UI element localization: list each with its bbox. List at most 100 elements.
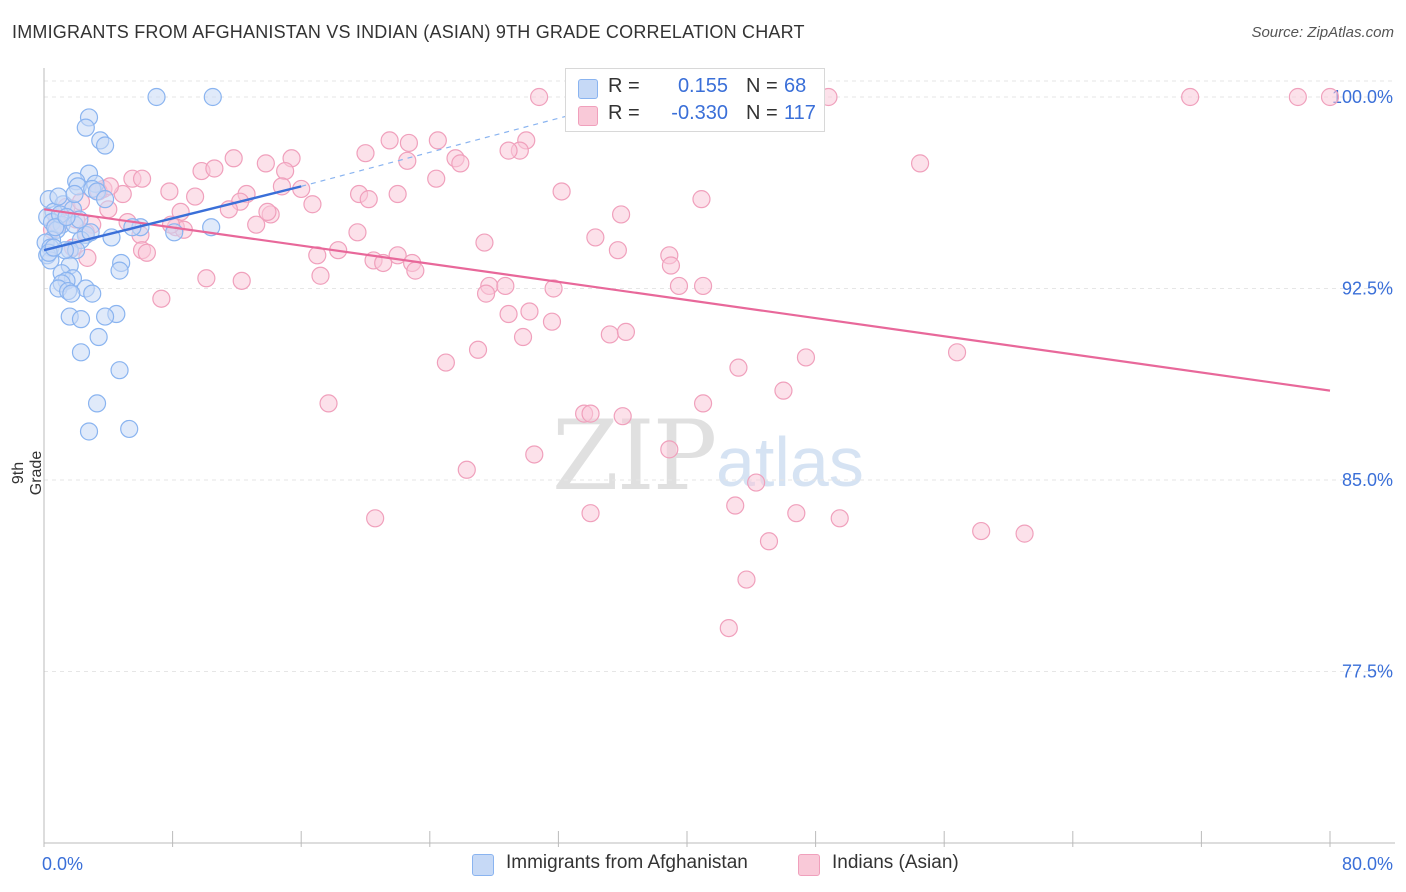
data-point [224, 149, 243, 168]
indians-swatch [798, 854, 820, 876]
data-point [530, 87, 549, 107]
data-point [65, 184, 84, 204]
data-point [276, 161, 295, 181]
data-point [95, 190, 115, 209]
trend-line-afghanistan-extension [301, 109, 591, 187]
data-point [398, 151, 417, 170]
chart-title: IMMIGRANTS FROM AFGHANISTAN VS INDIAN (A… [12, 22, 805, 42]
data-point [947, 343, 967, 362]
data-point [247, 215, 266, 234]
data-point [910, 154, 930, 173]
data-point [71, 343, 91, 362]
data-point [774, 381, 793, 400]
data-point [348, 223, 367, 242]
data-point [406, 261, 425, 280]
data-point [457, 460, 476, 479]
legend-label: Indians (Asian) [832, 852, 959, 873]
data-point [319, 394, 338, 413]
data-point [311, 266, 330, 285]
trend-line-afghanistan [43, 185, 302, 252]
data-point [120, 419, 139, 439]
r-value: 0.155 [677, 75, 728, 97]
data-point [428, 131, 447, 150]
r-label: R = [608, 75, 640, 97]
data-point [46, 218, 65, 237]
source-label[interactable]: Source: ZipAtlas.com [1251, 24, 1394, 41]
data-point [616, 322, 636, 342]
y-tick-label: 77.5% [1342, 662, 1393, 682]
r-label: R = [608, 102, 640, 124]
data-point [830, 509, 849, 528]
data-point [729, 358, 748, 377]
data-point [427, 169, 446, 188]
data-point [468, 340, 488, 359]
data-point [205, 159, 224, 178]
data-point [608, 241, 627, 260]
data-point [380, 131, 399, 150]
x-tick-label: 80.0% [1342, 854, 1393, 874]
indians-swatch [578, 106, 598, 126]
data-point [972, 521, 991, 541]
data-point [366, 509, 385, 528]
watermark-atlas: atlas [716, 423, 864, 501]
data-point [693, 276, 713, 296]
data-point [152, 289, 171, 308]
trend-line-indians [43, 208, 1331, 392]
data-point [147, 87, 166, 107]
data-point [586, 228, 605, 247]
y-tick-label: 92.5% [1342, 279, 1393, 299]
data-point [95, 136, 115, 155]
data-point [613, 407, 632, 426]
data-point [611, 205, 631, 224]
afghanistan-swatch [578, 79, 598, 99]
data-point [197, 269, 216, 288]
data-point [1015, 524, 1034, 543]
data-point [600, 325, 619, 344]
data-point [581, 404, 600, 423]
r-value: -0.330 [671, 102, 728, 124]
data-point [737, 570, 756, 589]
data-point [525, 445, 544, 464]
data-point [79, 422, 99, 441]
data-point [110, 261, 129, 280]
data-point [160, 182, 179, 201]
data-point [476, 284, 496, 303]
legend-label: Immigrants from Afghanistan [506, 852, 748, 873]
n-label: N = [746, 75, 778, 97]
n-label: N = [746, 102, 778, 124]
data-point [49, 187, 68, 206]
data-point [1181, 87, 1200, 107]
n-value: 117 [784, 102, 816, 124]
data-point [203, 87, 222, 107]
data-point [542, 312, 562, 331]
data-point [388, 184, 407, 204]
y-tick-label: 85.0% [1342, 470, 1393, 490]
data-point [544, 279, 563, 298]
data-point [520, 302, 539, 321]
data-point [62, 284, 81, 303]
stats-legend: R = 0.155 N = 68 R = -0.330 N = 117 [565, 68, 825, 132]
data-point [186, 187, 205, 206]
data-point [356, 144, 375, 163]
data-point [499, 304, 518, 324]
data-point [1288, 87, 1307, 107]
data-point [258, 202, 277, 221]
data-point [256, 154, 275, 173]
data-point [83, 284, 102, 303]
data-point [552, 182, 571, 201]
data-point [89, 327, 108, 347]
data-point [399, 133, 419, 153]
data-point [475, 233, 494, 252]
data-point [359, 190, 378, 209]
data-point [496, 276, 515, 296]
data-point [436, 353, 455, 372]
data-point [132, 169, 152, 188]
data-point [303, 195, 322, 214]
data-point [719, 618, 738, 638]
data-point [1320, 87, 1340, 107]
data-point [759, 532, 779, 551]
data-point [110, 361, 129, 380]
data-point [451, 154, 470, 173]
n-value: 68 [784, 75, 807, 97]
